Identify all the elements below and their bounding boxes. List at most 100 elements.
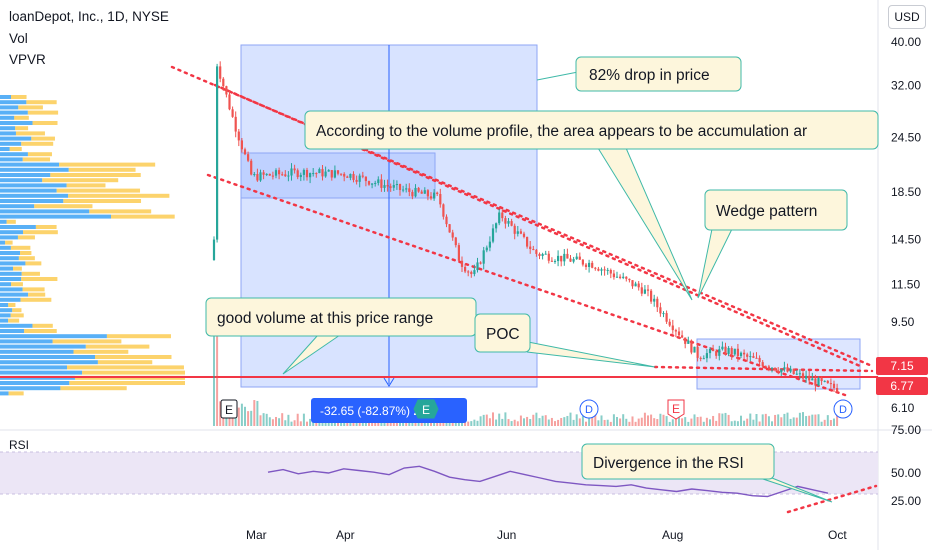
volume-bar-126 <box>603 419 606 426</box>
candle-body-161 <box>712 348 715 352</box>
candle-body-28 <box>299 174 302 178</box>
vpvr-row-sell-52 <box>67 365 184 370</box>
volume-bar-1 <box>216 336 219 426</box>
vpvr-row-buy-2 <box>0 105 19 110</box>
volume-bar-98 <box>516 421 519 426</box>
candle-body-3 <box>222 78 225 87</box>
candle-body-68 <box>423 190 426 194</box>
candle-body-148 <box>671 325 674 331</box>
candle-body-153 <box>687 340 690 344</box>
vpvr-row-sell-50 <box>95 355 172 359</box>
volume-bar-12 <box>250 410 253 426</box>
candle-body-115 <box>569 258 572 262</box>
vpvr-row-buy-44 <box>0 323 33 328</box>
candle-body-65 <box>414 187 417 197</box>
volume-bar-128 <box>609 421 612 426</box>
callout-good-volume[interactable]: good volume at this price range <box>205 297 477 375</box>
volume-bar-27 <box>296 413 299 426</box>
price-axis[interactable]: 40.00 32.00 24.50 18.50 14.50 11.50 9.50 6.10 <box>891 35 921 415</box>
volume-bar-116 <box>572 419 575 426</box>
candle-body-31 <box>309 173 312 178</box>
candle-body-182 <box>777 370 780 373</box>
candle-body-201 <box>836 387 839 392</box>
candle-body-158 <box>702 358 705 360</box>
volume-bar-195 <box>817 414 820 426</box>
candle-body-166 <box>727 348 730 354</box>
vpvr-indicator-label[interactable]: VPVR <box>9 52 46 67</box>
candle-body-78 <box>454 237 457 246</box>
volume-bar-90 <box>492 412 494 426</box>
volume-bar-26 <box>293 420 296 426</box>
volume-bar-92 <box>498 413 501 426</box>
currency-button[interactable]: USD <box>888 5 926 29</box>
callout-accumulation[interactable]: According to the volume profile, the are… <box>304 110 879 301</box>
vpvr-row-buy-39 <box>0 297 21 302</box>
vpvr-row-sell-14 <box>68 167 136 172</box>
candle-body-186 <box>789 368 792 372</box>
candle-body-159 <box>705 353 708 359</box>
vpvr-row-sell-30 <box>20 251 32 255</box>
volume-bar-58 <box>392 421 395 426</box>
volume-bar-124 <box>597 420 600 426</box>
candle-body-89 <box>488 241 491 248</box>
candle-body-34 <box>318 169 321 174</box>
candle-body-60 <box>398 184 402 191</box>
dividend-badge-1[interactable]: D <box>579 399 599 419</box>
candle-body-14 <box>256 174 259 181</box>
candle-body-6 <box>231 109 234 117</box>
svg-text:E: E <box>672 402 680 416</box>
callout-rsi-divergence[interactable]: Divergence in the RSI <box>581 443 833 503</box>
candle-body-61 <box>402 189 405 191</box>
candle-body-35 <box>321 169 324 177</box>
vpvr-row-buy-26 <box>0 230 24 235</box>
volume-bar-130 <box>616 416 618 426</box>
vpvr-row-sell-6 <box>15 126 29 131</box>
candle-body-51 <box>371 183 374 185</box>
volume-bar-188 <box>795 417 798 426</box>
candle-body-162 <box>715 351 718 356</box>
vpvr-row-sell-43 <box>8 318 20 323</box>
candle-body-136 <box>634 283 637 287</box>
volume-bar-102 <box>529 419 532 426</box>
volume-bar-123 <box>594 414 597 426</box>
vpvr-row-sell-38 <box>28 292 46 297</box>
vpvr-row-sell-48 <box>85 344 150 349</box>
volume-bar-168 <box>733 420 736 426</box>
candle-body-100 <box>522 233 526 237</box>
volume-bar-117 <box>575 414 578 426</box>
dividend-badge-2[interactable]: D <box>833 399 853 419</box>
callout-wedge[interactable]: Wedge pattern <box>697 189 848 299</box>
volume-bar-97 <box>513 419 516 426</box>
candle-body-128 <box>609 269 612 274</box>
candle-body-197 <box>823 380 826 382</box>
candle-body-125 <box>600 269 603 271</box>
time-axis[interactable]: Mar Apr Jun Aug Oct <box>246 528 847 542</box>
volume-bar-76 <box>448 420 451 426</box>
callout-poc[interactable]: POC <box>474 313 656 368</box>
candle-body-196 <box>820 378 823 382</box>
vpvr-row-sell-16 <box>42 178 119 183</box>
callout-82-drop[interactable]: 82% drop in price <box>536 56 742 92</box>
vol-indicator-label[interactable]: Vol <box>9 31 28 46</box>
earnings-badge-3[interactable]: E <box>667 399 685 420</box>
vpvr-row-buy-33 <box>0 266 13 271</box>
earnings-badge-1[interactable]: E <box>220 399 238 419</box>
candle-body-12 <box>250 160 253 175</box>
candle-body-93 <box>501 212 504 219</box>
earnings-badge-2[interactable]: E <box>413 399 439 419</box>
candle-body-99 <box>519 231 522 234</box>
candle-body-67 <box>420 191 423 194</box>
candle-body-111 <box>557 255 560 262</box>
volume-bar-166 <box>727 414 730 426</box>
svg-text:D: D <box>585 404 593 416</box>
price-tick-6: 9.50 <box>891 315 915 329</box>
vpvr-row-sell-10 <box>9 147 22 151</box>
volume-bar-75 <box>445 421 448 426</box>
vpvr-row-sell-11 <box>27 152 52 157</box>
vpvr-row-sell-26 <box>23 230 58 235</box>
vpvr-row-buy-24 <box>0 219 7 224</box>
price-tick-7: 6.10 <box>891 401 915 415</box>
rsi-axis[interactable]: 75.00 50.00 25.00 <box>891 423 921 508</box>
vpvr-row-sell-29 <box>10 245 31 250</box>
